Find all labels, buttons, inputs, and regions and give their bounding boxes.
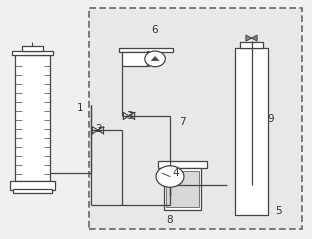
Text: 8: 8 (167, 216, 173, 225)
Bar (119, 48, 173, 52)
Bar (166, 171, 198, 207)
Text: 2: 2 (95, 124, 102, 134)
Bar (122, 52, 147, 66)
Text: 6: 6 (151, 25, 158, 35)
Polygon shape (251, 35, 257, 41)
Bar (13, 189, 52, 193)
Bar (235, 48, 268, 215)
Bar (164, 168, 201, 210)
Bar (12, 51, 53, 55)
Text: 3: 3 (126, 111, 133, 121)
Circle shape (145, 51, 165, 67)
Bar (89, 8, 302, 229)
Text: 9: 9 (268, 114, 274, 125)
Bar (15, 55, 51, 181)
Polygon shape (246, 35, 251, 41)
Circle shape (156, 166, 184, 187)
Bar (240, 42, 263, 48)
Bar (22, 46, 43, 51)
Bar (158, 161, 207, 168)
Polygon shape (151, 57, 159, 60)
Bar (10, 181, 55, 190)
Text: 7: 7 (179, 117, 186, 127)
Text: 1: 1 (76, 103, 83, 113)
Text: 5: 5 (275, 206, 282, 216)
Text: 4: 4 (173, 168, 179, 178)
